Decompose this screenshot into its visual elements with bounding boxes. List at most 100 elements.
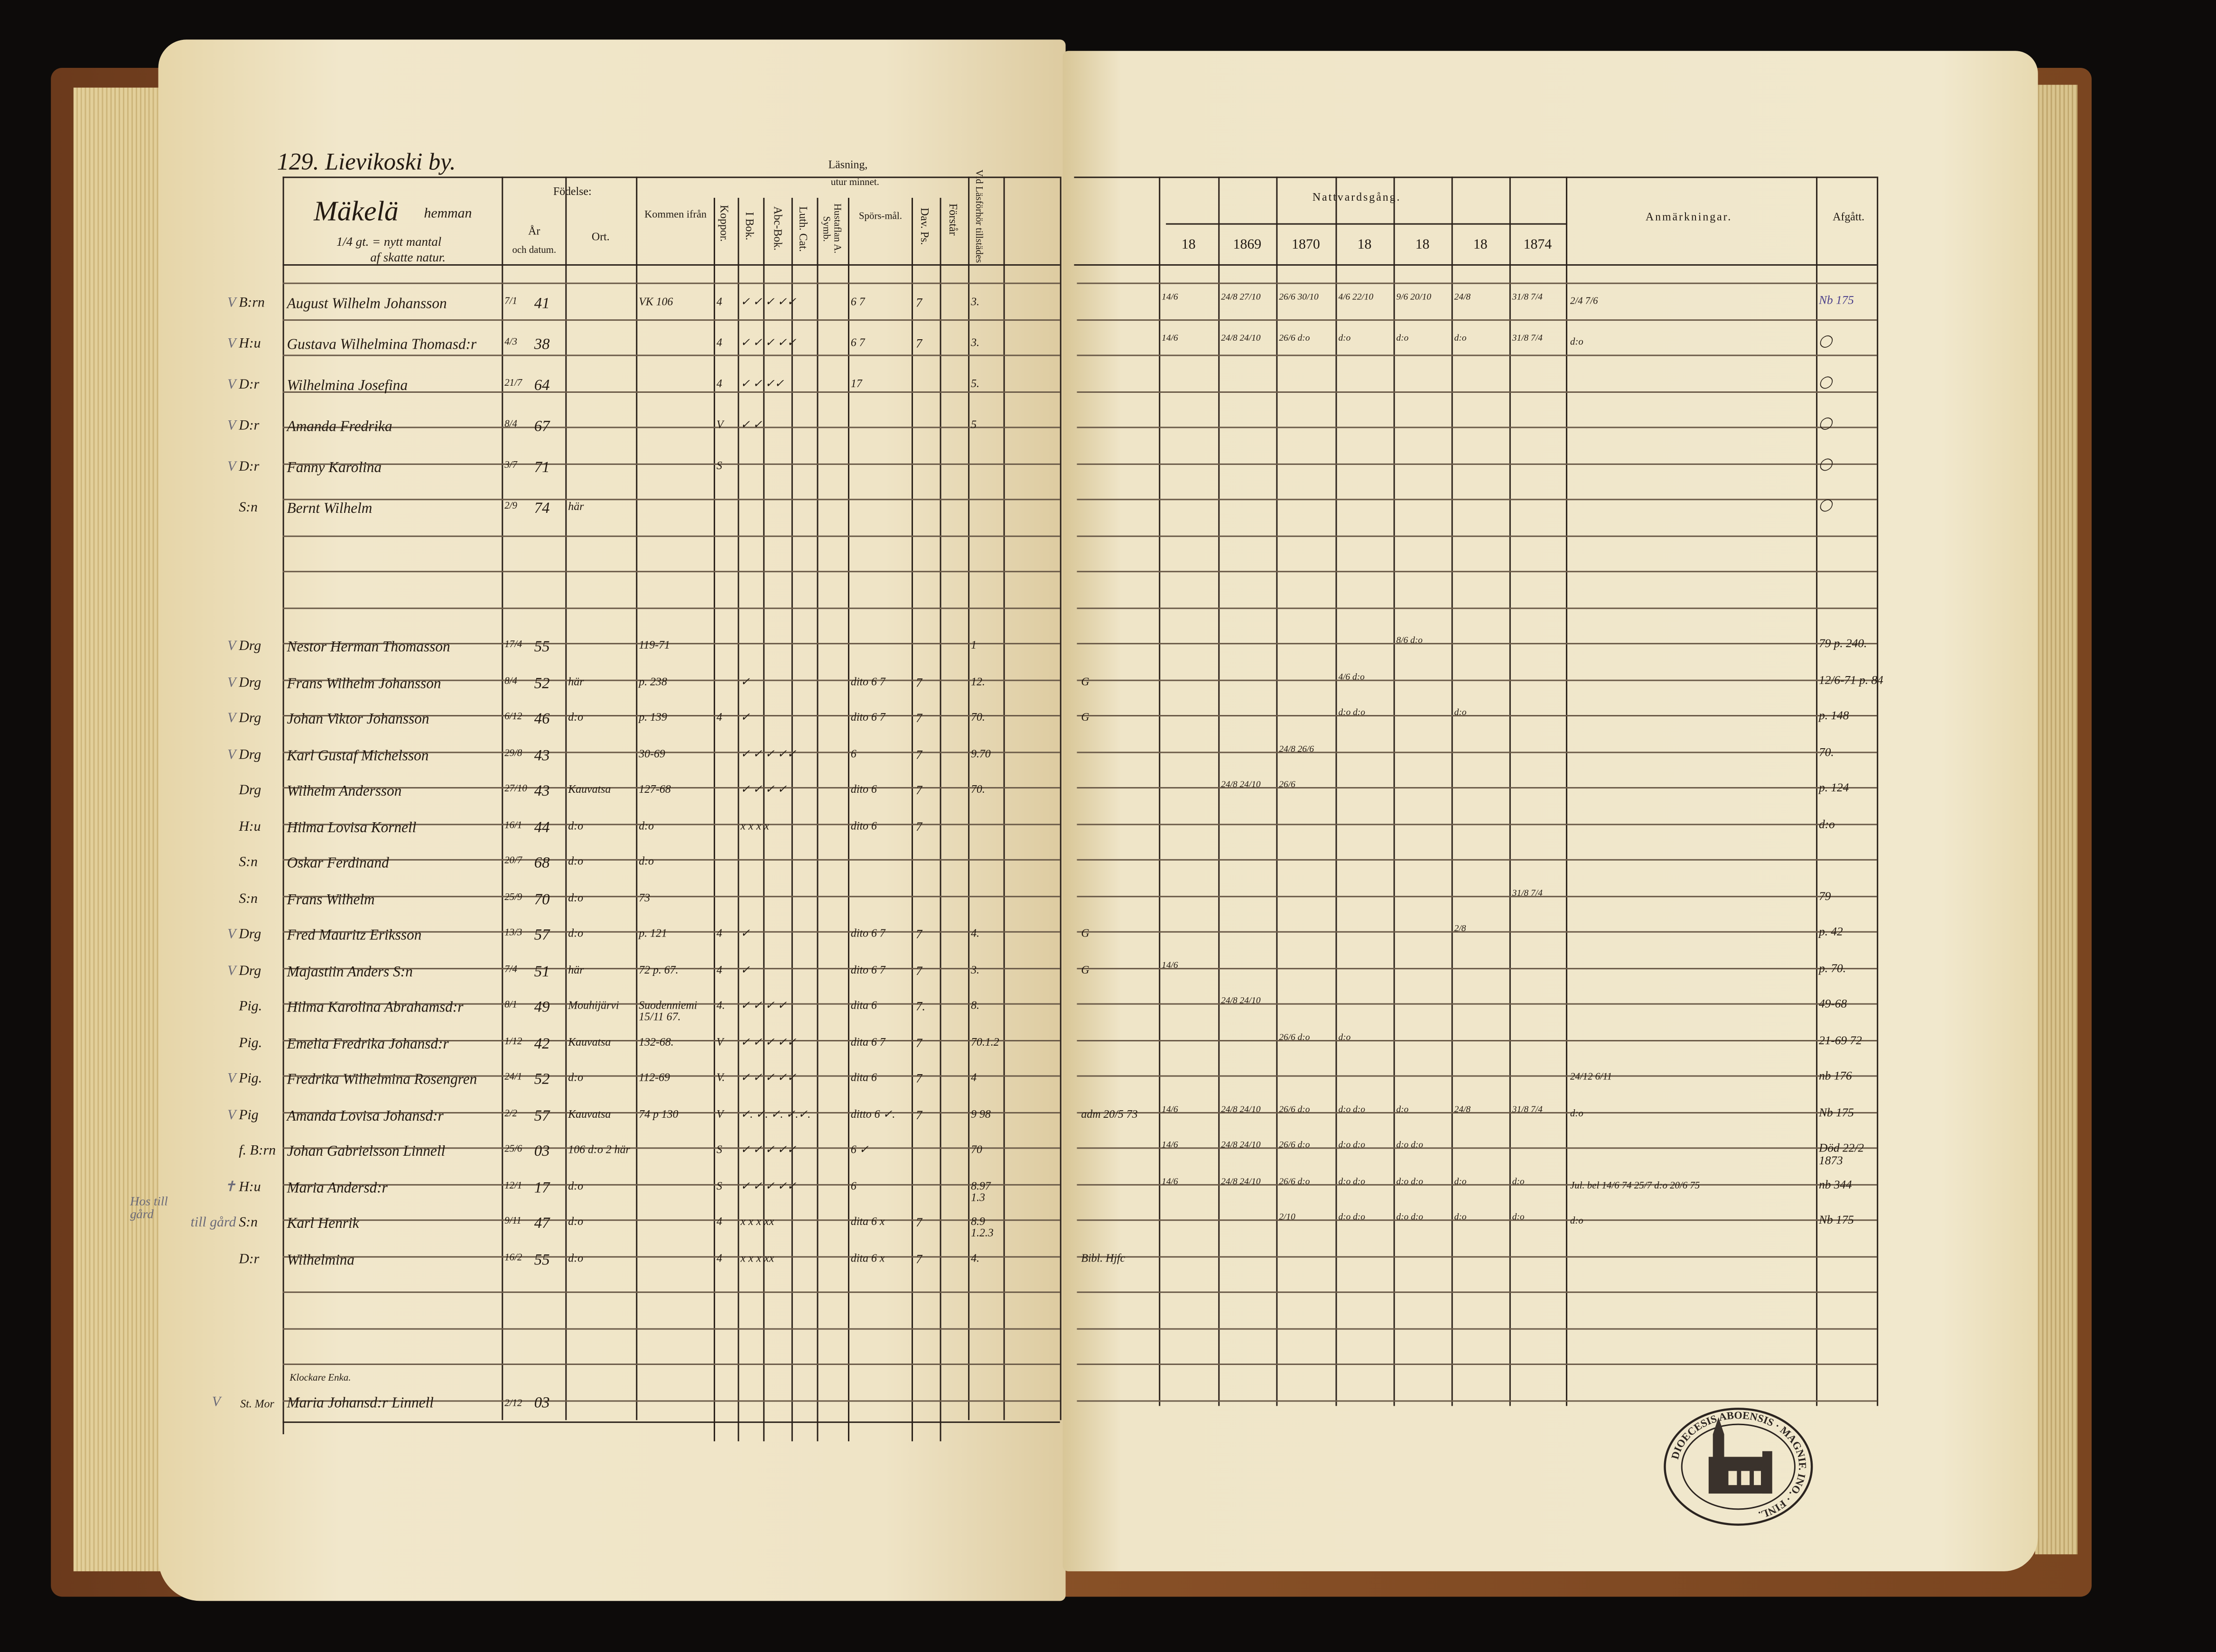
reading-marks: ✓ ✓ ✓ ✓✓ [740, 295, 797, 308]
reading-marks: ✓ ✓ ✓ ✓✓ [740, 336, 797, 349]
person-name: Hilma Lovisa Kornell [287, 820, 417, 836]
person-title: Pig. [239, 999, 262, 1015]
communion-date: 24/8 24/10 [1221, 333, 1261, 343]
davids-psalms: 7. [915, 999, 926, 1013]
remark: d:o [1570, 1107, 1583, 1119]
birth-year: 51 [534, 963, 550, 980]
row-rule [1077, 499, 1877, 500]
catechism-questions: dita 6 [850, 1071, 877, 1084]
catechism-questions: 6 [850, 1179, 857, 1192]
departure-entry: Död 22/2 1873 [1819, 1140, 1864, 1167]
remark: 24/12 6/11 [1570, 1071, 1612, 1083]
catechism-questions: 6 [850, 747, 857, 760]
column-rule [282, 176, 284, 1434]
communion-date: 24/8 [1454, 292, 1471, 303]
column-rule [502, 176, 503, 1420]
exam-attendance: 9 98 [971, 1107, 991, 1120]
davids-psalms: 7 [915, 747, 922, 761]
column-rule [1816, 176, 1817, 1406]
exam-attendance: 3. [971, 336, 979, 349]
person-title: Drg [239, 927, 261, 943]
person-title: Drg [239, 675, 261, 690]
communion-date: 26/6 [1279, 780, 1295, 790]
left-page [158, 39, 1066, 1601]
birth-year: 44 [534, 818, 550, 836]
smallpox-mark: V [716, 1035, 724, 1048]
header-fodelse: Födelse: [553, 185, 592, 198]
birth-place: d:o [568, 854, 584, 868]
row-rule [282, 571, 1060, 572]
birth-year: 47 [534, 1215, 550, 1233]
communion-date: d:o [1338, 1032, 1351, 1042]
departure-entry: ◯ [1819, 456, 1833, 471]
row-rule [282, 282, 1060, 284]
row-rule [1077, 787, 1877, 788]
birth-place: här [568, 500, 584, 513]
reading-marks: ✓ ✓ ✓ ✓✓ [740, 1071, 797, 1084]
davids-psalms: 7 [915, 711, 922, 725]
catechism-questions: dita 6 x [850, 1251, 885, 1264]
column-rule [636, 176, 637, 1420]
header-year: 18 [1473, 237, 1488, 253]
header-nattvardsgang: Nattvardsgång. [1312, 191, 1401, 204]
row-rule [282, 751, 1060, 752]
person-title: Drg [239, 963, 261, 979]
row-rule [282, 1400, 1060, 1401]
margin-check-mark: V [227, 711, 236, 726]
departure-entry: ◯ [1819, 415, 1833, 430]
departure-entry: 79 p. 240. [1819, 636, 1867, 650]
catechism-questions: dita 6 [850, 999, 877, 1012]
davids-psalms: 7 [915, 336, 922, 351]
exam-attendance: 9.70 [971, 747, 991, 760]
row-rule [282, 859, 1060, 860]
communion-date: 14/6 [1162, 1104, 1178, 1114]
davids-psalms: 7 [915, 1107, 922, 1122]
column-rule [714, 197, 715, 1441]
departure-entry: 12/6-71 p. 84 [1819, 672, 1883, 686]
reading-marks: ✓ [740, 711, 750, 724]
birth-year: 57 [534, 927, 550, 944]
header-dav-ps: Dav. Ps. [918, 207, 931, 245]
communion-date: 26/6 d:o [1279, 1032, 1310, 1042]
birth-year: 68 [534, 854, 550, 872]
exam-attendance: 3. [971, 295, 979, 308]
exam-attendance: 70.1.2 [971, 1035, 999, 1048]
header-year: 1870 [1292, 237, 1320, 253]
row-rule [282, 967, 1060, 968]
communion-date: d:o d:o [1338, 1104, 1365, 1114]
came-from: d:o [639, 854, 654, 868]
homestead-name: Mäkelä [314, 196, 399, 228]
homestead-nature: af skatte natur. [370, 250, 446, 264]
church-icon [1708, 1417, 1772, 1494]
birth-place: 106 d:o 2 här [568, 1143, 630, 1156]
birth-day-month: 25/9 [504, 891, 522, 902]
column-rule [1060, 176, 1061, 1420]
birth-day-month: 16/2 [504, 1251, 522, 1263]
column-rule [847, 197, 849, 1441]
communion-date: 24/8 24/10 [1221, 780, 1261, 790]
catechism-questions: 6 7 [850, 336, 865, 349]
communion-date: d:o [1396, 333, 1409, 343]
row-rule [282, 931, 1060, 932]
departure-entry: nb 176 [1819, 1068, 1852, 1083]
row-rule [1077, 1400, 1877, 1401]
person-title: D:r [239, 377, 260, 393]
reading-marks: ✓ ✓ ✓✓ [740, 377, 784, 390]
birth-year: 03 [534, 1394, 550, 1412]
came-from: Suodenniemi 15/11 67. [639, 999, 698, 1024]
departure-entry: ◯ [1819, 374, 1833, 389]
homestead-mantal: 1/4 gt. = nytt mantal [336, 234, 442, 249]
communion-date: 14/6 [1162, 1176, 1178, 1187]
communion-date: 31/8 7/4 [1512, 333, 1543, 343]
person-title: Pig. [239, 1035, 262, 1051]
header-afgatt: Afgått. [1833, 210, 1865, 223]
page-edges-left [73, 87, 173, 1571]
person-title: D:r [239, 459, 260, 475]
exam-attendance: 3. [971, 963, 979, 976]
reading-marks: ✓ [740, 675, 750, 687]
person-name: Gustava Wilhelmina Thomasd:r [287, 337, 477, 353]
communion-date: d:o d:o [1338, 1212, 1365, 1223]
came-from: d:o [639, 818, 654, 832]
row-rule [1077, 354, 1877, 356]
person-title: H:u [239, 818, 261, 835]
